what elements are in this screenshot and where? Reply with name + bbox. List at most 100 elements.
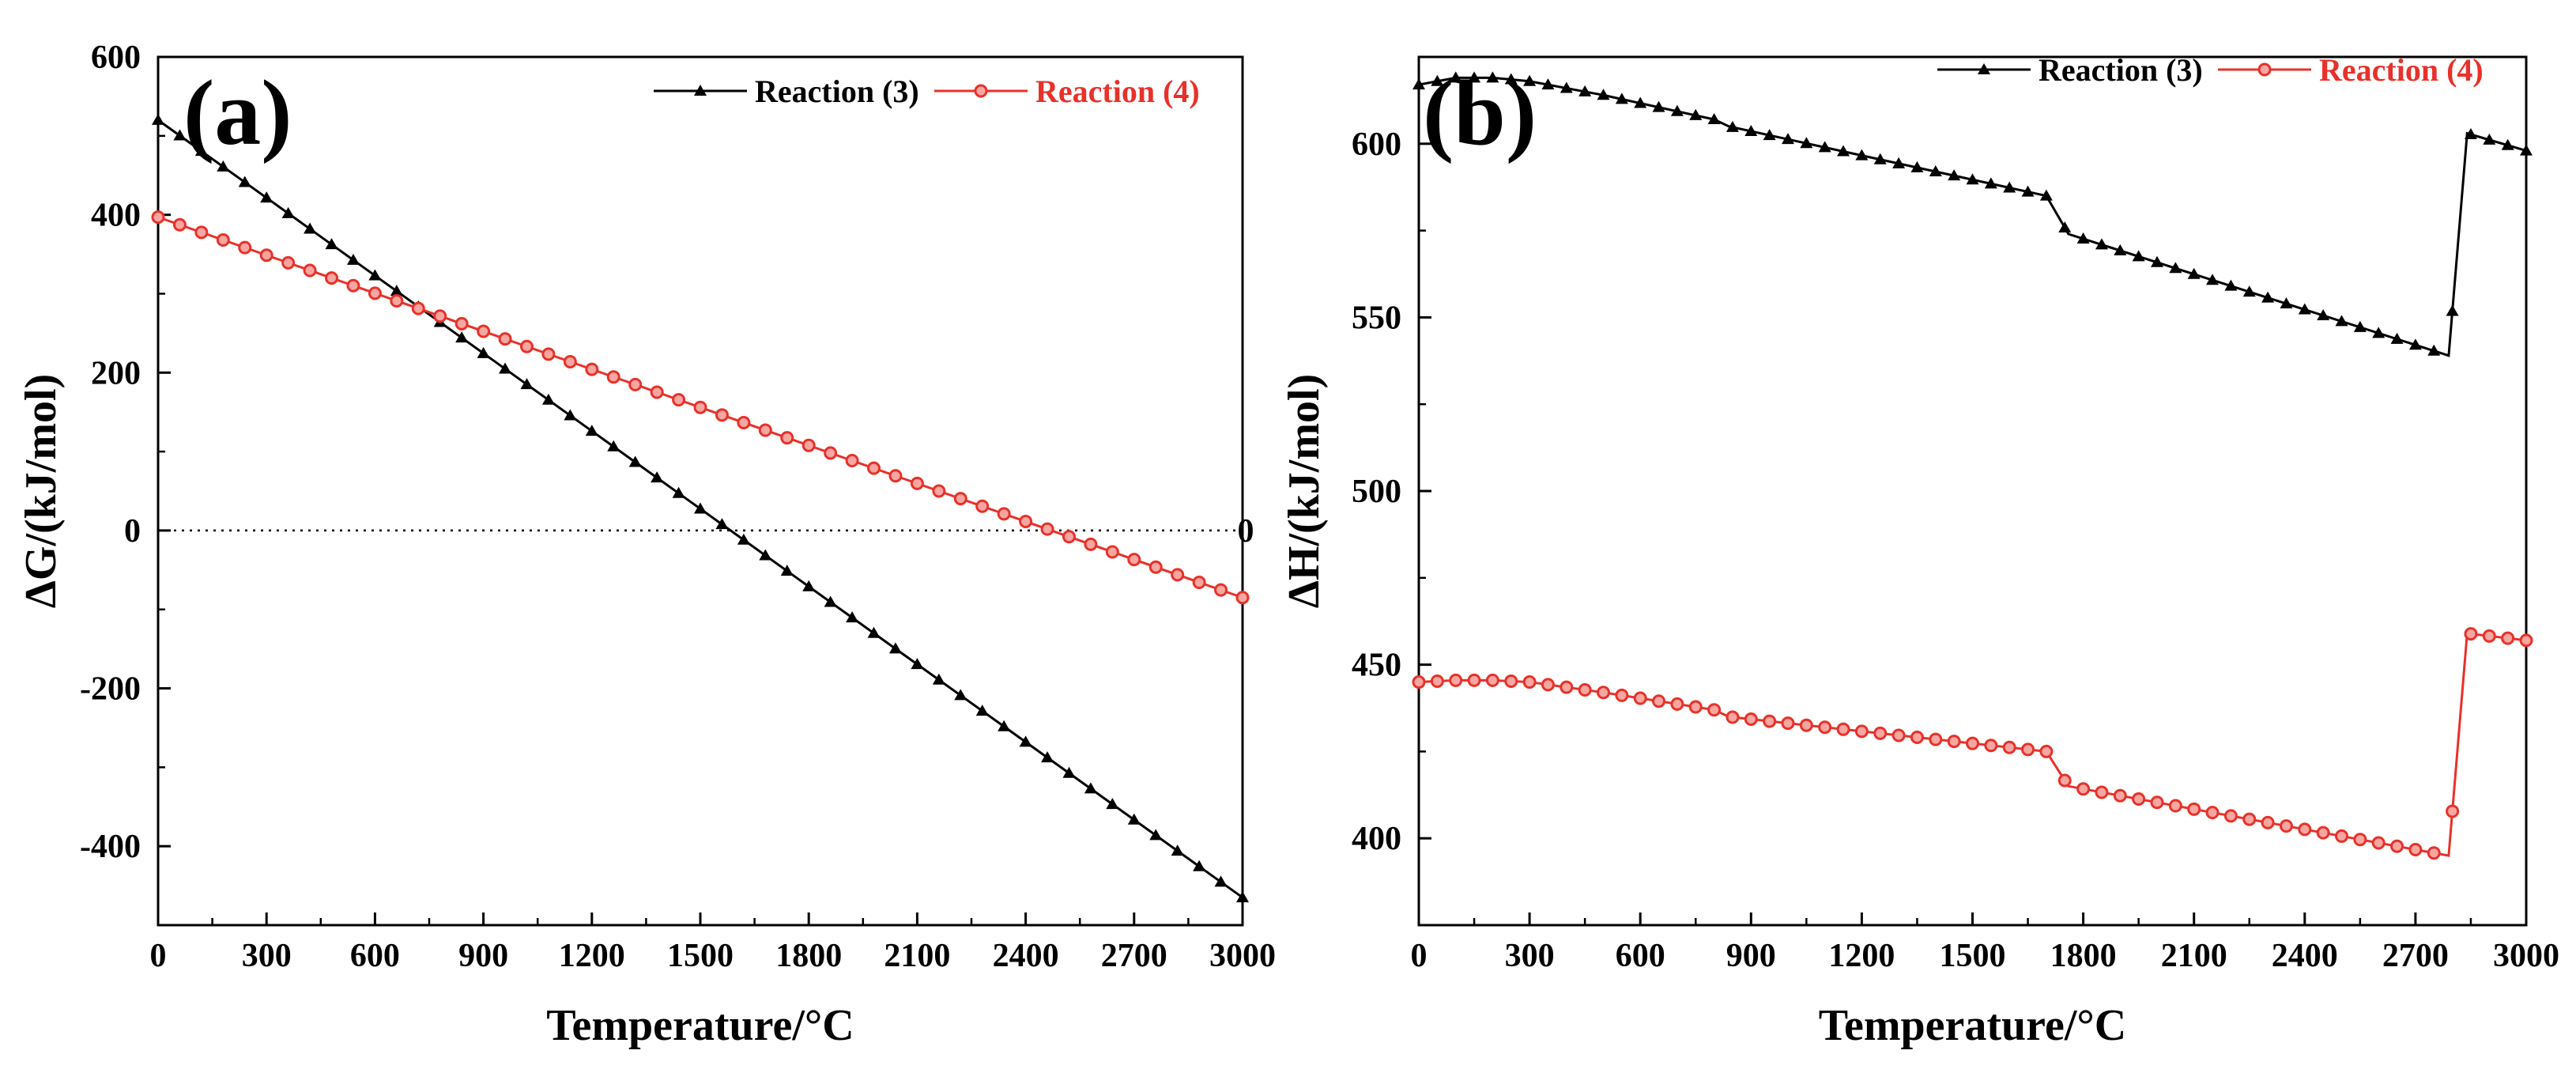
data-point — [1127, 813, 1141, 825]
panel-label: (b) — [1423, 61, 1537, 164]
y-tick-label: 400 — [91, 198, 141, 234]
data-point — [910, 476, 924, 490]
data-point — [2169, 262, 2182, 274]
x-tick-label: 2100 — [884, 938, 950, 974]
data-point — [694, 502, 707, 514]
data-point — [2353, 833, 2367, 847]
data-point — [2113, 788, 2127, 803]
data-point — [346, 278, 360, 293]
data-point — [2464, 127, 2477, 139]
data-point — [1744, 124, 1758, 136]
data-point — [1084, 537, 1098, 551]
series-reaction-3 — [152, 113, 1249, 903]
data-point — [1799, 718, 1813, 732]
x-tick-label: 300 — [242, 938, 292, 974]
panel-a: 0 300 600 900 1200 1500 1800 2100 2400 2700 3000 -4… — [17, 40, 1276, 1050]
data-point — [390, 285, 403, 297]
y-tick-label: 0 — [124, 513, 141, 550]
x-tick-label: 900 — [1726, 938, 1776, 974]
legend-marker — [1978, 63, 1990, 74]
x-tick-label: 3000 — [2493, 938, 2559, 974]
data-point — [2187, 267, 2201, 279]
data-point — [454, 316, 469, 331]
data-point — [2076, 782, 2091, 796]
x-tick-label: 300 — [1505, 938, 1555, 974]
data-point — [2427, 846, 2441, 860]
data-point — [411, 301, 425, 315]
data-point — [2187, 802, 2201, 816]
data-point — [1105, 545, 1119, 559]
data-point — [238, 240, 252, 255]
x-tick-label: 1200 — [1828, 938, 1895, 974]
y-tick-label: 400 — [1352, 821, 1401, 857]
y-tick-label: 600 — [1352, 127, 1401, 163]
data-point — [1615, 688, 1629, 702]
data-point — [737, 415, 751, 429]
data-point — [2261, 815, 2275, 829]
x-axis-title: Temperature/°C — [546, 1001, 854, 1050]
data-point — [519, 339, 534, 353]
data-point — [780, 431, 794, 445]
data-point — [693, 400, 707, 414]
y-tick-label: -400 — [80, 829, 141, 865]
x-tick-label: 0 — [1411, 938, 1428, 974]
y-tick-label: 550 — [1352, 300, 1401, 336]
data-point — [1670, 104, 1684, 116]
data-point — [151, 210, 165, 225]
data-point — [888, 469, 903, 483]
data-point — [1966, 173, 1979, 185]
data-point — [585, 362, 599, 376]
data-point — [1214, 583, 1228, 597]
data-point — [2390, 332, 2404, 344]
data-point — [888, 642, 902, 654]
legend-marker — [694, 85, 707, 96]
data-point — [541, 393, 555, 405]
data-point — [304, 222, 317, 234]
data-point — [1984, 739, 1998, 753]
data-point — [1781, 716, 1795, 731]
data-point — [1019, 735, 1032, 747]
data-point — [867, 461, 881, 475]
data-point — [152, 113, 164, 125]
data-point — [1837, 145, 1850, 157]
data-point — [1652, 100, 1665, 112]
data-point — [846, 611, 859, 623]
data-point — [194, 145, 208, 157]
y-tick-label: 200 — [91, 355, 141, 391]
data-point — [2408, 338, 2422, 350]
data-point — [801, 438, 816, 452]
data-point — [2039, 189, 2053, 201]
data-point — [303, 263, 317, 278]
data-point — [1763, 129, 1776, 141]
data-point — [2446, 804, 2460, 818]
data-point — [2501, 631, 2515, 645]
data-point — [1084, 782, 1097, 794]
data-point — [2057, 773, 2072, 788]
data-point — [1192, 576, 1206, 590]
panel-b: 0 300 600 900 1200 1500 1800 2100 2400 2700 3000 40… — [1280, 52, 2559, 1050]
data-point — [1929, 732, 1943, 746]
data-point — [563, 354, 577, 368]
x-axis-title: Temperature/°C — [1819, 1001, 2126, 1050]
data-point — [2482, 629, 2496, 643]
data-point — [455, 331, 469, 343]
data-point — [477, 346, 490, 358]
data-point — [1744, 712, 1758, 727]
data-point — [867, 626, 881, 638]
x-tick-label: 1200 — [559, 938, 625, 974]
data-point — [1504, 674, 1518, 688]
y-tick-label: 450 — [1352, 648, 1401, 684]
data-point — [2114, 244, 2127, 255]
data-point — [1560, 81, 1573, 93]
x-tick-label: 2400 — [993, 938, 1059, 974]
data-point — [1578, 682, 1592, 697]
data-point — [1560, 680, 1574, 694]
x-tick-label: 2100 — [2161, 938, 2227, 974]
data-point — [1504, 73, 1518, 85]
data-point — [997, 507, 1011, 521]
data-point — [1041, 751, 1054, 763]
series-reaction-3 — [1412, 71, 2533, 357]
data-point — [1782, 133, 1794, 145]
data-point — [975, 499, 990, 513]
data-point — [1485, 673, 1499, 687]
